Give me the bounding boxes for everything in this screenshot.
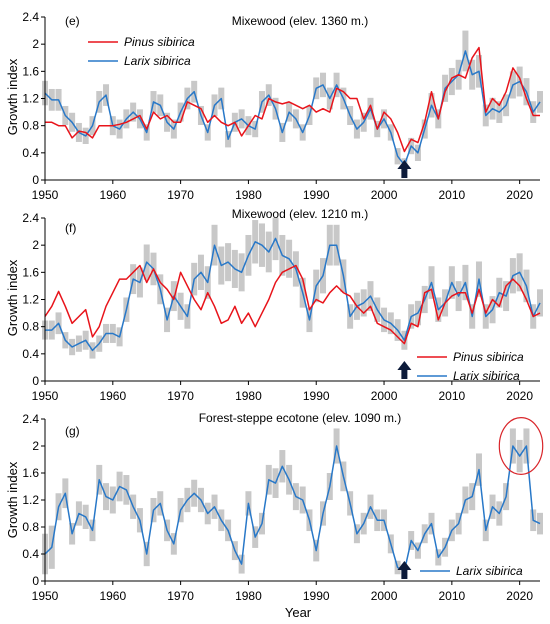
- panel-g-arrow-icon: [397, 561, 412, 579]
- panel-e-y-tick-label: 0.4: [22, 146, 39, 160]
- panel-g-x-tick-label: 1950: [32, 589, 59, 603]
- panel-e-letter: (e): [65, 14, 80, 28]
- panel-f-x-tick-label: 1950: [32, 389, 59, 403]
- panel-f-y-tick-label: 0.4: [22, 347, 39, 361]
- panel-g-y-axis-title: Growth index: [5, 461, 20, 538]
- panel-e-x-ticks: 1950 1960 1970 1980 1990 2000 2010 2020: [32, 180, 533, 202]
- panel-e-y-tick-label: 1.6: [22, 64, 39, 78]
- panel-e-x-tick-label: 1960: [99, 188, 126, 202]
- panel-e-x-tick-label: 1990: [303, 188, 330, 202]
- panel-e-x-tick-label: 1980: [235, 188, 262, 202]
- panel-e: (e) Mixewood (elev. 1360 m.) Growth inde…: [5, 10, 543, 202]
- panel-f-x-tick-label: 1990: [303, 389, 330, 403]
- panel-f-x-tick-label: 1970: [167, 389, 194, 403]
- panel-e-y-ticks: 0 0.4 0.8 1.2 1.6 2 2.4: [22, 10, 45, 187]
- panel-f: (f) Mixewood (elev. 1210 m.) Growth inde…: [5, 207, 543, 403]
- panel-f-y-ticks: 0 0.4 0.8 1.2 1.6 2 2.4: [22, 211, 45, 388]
- panel-f-y-axis-title: Growth index: [5, 259, 20, 336]
- panel-e-series: [44, 46, 541, 166]
- panel-e-x-tick-label: 1970: [167, 188, 194, 202]
- panel-g-series: [44, 445, 541, 572]
- panel-e-y-axis-title: Growth index: [5, 58, 20, 135]
- panel-e-x-tick-label: 2000: [371, 188, 398, 202]
- panel-g-line-larix: [44, 445, 541, 572]
- panel-e-y-tick-label: 0.8: [22, 119, 39, 133]
- panel-f-x-tick-label: 2010: [438, 389, 465, 403]
- panel-g-y-tick-label: 1.6: [22, 466, 39, 480]
- panel-g-y-tick-label: 0.4: [22, 547, 39, 561]
- panel-g-highlight: [498, 417, 544, 475]
- panel-g-arrow-marker: [397, 561, 412, 579]
- panel-g-y-tick-label: 0: [32, 574, 39, 588]
- panel-e-band-2023: [537, 91, 543, 113]
- panel-f-y-tick-label: 1.2: [22, 293, 39, 307]
- panel-e-arrow-icon: [397, 160, 412, 178]
- panel-e-x-tick-label: 2020: [506, 188, 533, 202]
- panel-f-legend: Pinus sibirica Larix sibirica: [417, 350, 524, 383]
- panel-f-x-tick-label: 1960: [99, 389, 126, 403]
- panel-f-x-tick-label: 2000: [371, 389, 398, 403]
- panel-e-legend-label-pinus: Pinus sibirica: [124, 35, 195, 49]
- panel-g-x-tick-label: 1980: [235, 589, 262, 603]
- panel-f-bands: [42, 218, 543, 359]
- panel-e-y-tick-label: 0: [32, 173, 39, 187]
- panel-e-x-tick-label: 2010: [438, 188, 465, 202]
- panel-g-x-tick-label: 2020: [506, 589, 533, 603]
- panel-f-title: Mixewood (elev. 1210 m.): [232, 207, 369, 221]
- panel-f-arrow-marker: [397, 361, 412, 379]
- panel-f-letter: (f): [65, 221, 76, 235]
- panel-e-arrow-marker: [397, 160, 412, 178]
- panel-g: (g) Forest-steppe ecotone (elev. 1090 m.…: [5, 411, 544, 620]
- panel-e-bands: [42, 30, 543, 172]
- panel-g-x-tick-label: 1960: [99, 589, 126, 603]
- panel-f-y-tick-label: 2: [32, 238, 39, 252]
- panel-g-x-axis-title: Year: [285, 605, 312, 620]
- panel-f-series: [44, 237, 541, 352]
- panel-g-title: Forest-steppe ecotone (elev. 1090 m.): [199, 411, 402, 425]
- panel-f-x-tick-label: 1980: [235, 389, 262, 403]
- panel-e-legend: Pinus sibirica Larix sibirica: [88, 35, 195, 68]
- panel-f-y-tick-label: 0.8: [22, 320, 39, 334]
- panel-e-title: Mixewood (elev. 1360 m.): [232, 14, 369, 28]
- panel-g-y-tick-label: 2.4: [22, 412, 39, 426]
- panel-g-bands: [42, 428, 543, 578]
- panel-f-x-tick-label: 2020: [506, 389, 533, 403]
- panel-g-letter: (g): [65, 424, 80, 438]
- panel-e-y-tick-label: 2: [32, 37, 39, 51]
- panel-g-x-tick-label: 2000: [371, 589, 398, 603]
- panel-f-line-pinus: [44, 264, 541, 345]
- panel-g-legend-label-larix: Larix sibirica: [456, 564, 523, 578]
- panel-f-legend-label-larix: Larix sibirica: [453, 369, 520, 383]
- panel-f-y-tick-label: 0: [32, 374, 39, 388]
- panel-g-x-tick-label: 1990: [303, 589, 330, 603]
- panel-g-x-tick-label: 1970: [167, 589, 194, 603]
- panel-e-y-tick-label: 1.2: [22, 92, 39, 106]
- panel-e-line-pinus: [45, 46, 540, 153]
- panel-g-y-tick-label: 0.8: [22, 520, 39, 534]
- panel-g-y-ticks: 0 0.4 0.8 1.2 1.6 2 2.4: [22, 412, 45, 588]
- panel-f-y-tick-label: 2.4: [22, 211, 39, 225]
- panel-f-band-2023: [537, 289, 543, 317]
- panel-e-x-tick-label: 1950: [32, 188, 59, 202]
- panel-e-y-tick-label: 2.4: [22, 10, 39, 24]
- panel-g-band-2023: [537, 512, 543, 535]
- panel-g-x-tick-label: 2010: [438, 589, 465, 603]
- panel-f-y-tick-label: 1.6: [22, 265, 39, 279]
- panel-g-y-tick-label: 2: [32, 439, 39, 453]
- panel-f-arrow-icon: [397, 361, 412, 379]
- panel-g-y-tick-label: 1.2: [22, 493, 39, 507]
- panel-g-highlight-ellipse: [498, 417, 544, 475]
- panel-f-x-ticks: 1950 1960 1970 1980 1990 2000 2010 2020: [32, 381, 533, 403]
- panel-g-legend: Larix sibirica: [420, 564, 523, 578]
- panel-e-legend-label-larix: Larix sibirica: [124, 54, 191, 68]
- panel-g-x-ticks: 1950 1960 1970 1980 1990 2000 2010 2020: [32, 581, 533, 603]
- panel-f-legend-label-pinus: Pinus sibirica: [453, 350, 524, 364]
